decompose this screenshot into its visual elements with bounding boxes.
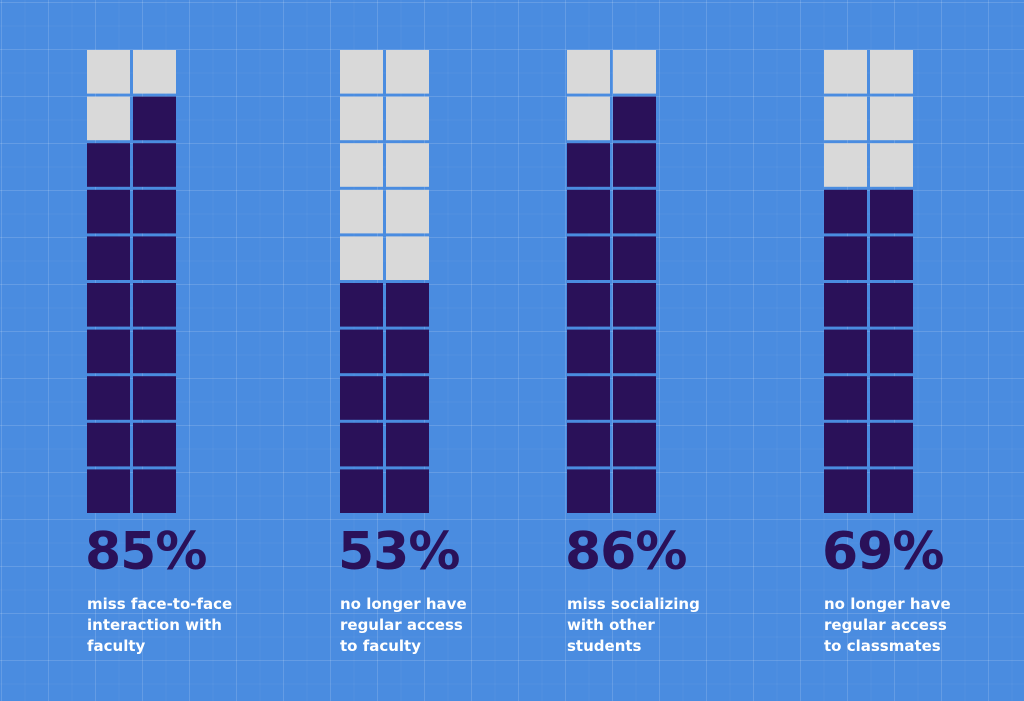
waffle-cell-filled bbox=[824, 236, 867, 280]
waffle-cell-filled bbox=[870, 376, 913, 420]
stat-caption: miss face-to-face interaction with facul… bbox=[87, 595, 233, 655]
waffle-cell-filled bbox=[613, 143, 656, 187]
waffle-cell-filled bbox=[870, 236, 913, 280]
waffle-cell-empty bbox=[386, 96, 429, 141]
waffle-cell-filled bbox=[567, 283, 610, 327]
waffle-cell-filled bbox=[87, 469, 130, 513]
waffle-cell-filled bbox=[824, 376, 867, 420]
waffle-bar bbox=[87, 50, 176, 513]
waffle-cell-filled bbox=[386, 469, 429, 513]
waffle-cell-filled bbox=[824, 189, 867, 234]
waffle-bar bbox=[824, 50, 913, 513]
waffle-cell-empty bbox=[133, 50, 176, 94]
waffle-cell-filled bbox=[340, 469, 383, 513]
waffle-cell-filled bbox=[613, 283, 656, 327]
waffle-cell-empty bbox=[87, 96, 130, 141]
waffle-cell-filled bbox=[133, 96, 176, 141]
waffle-cell-filled bbox=[567, 469, 610, 513]
waffle-cell-filled bbox=[133, 143, 176, 187]
stat-column: 85% miss face-to-face interaction with f… bbox=[85, 50, 327, 655]
waffle-cell-filled bbox=[133, 422, 176, 467]
waffle-cell-filled bbox=[824, 422, 867, 467]
stat-caption: no longer have regular access to classma… bbox=[824, 595, 951, 655]
waffle-cell-filled bbox=[613, 469, 656, 513]
waffle-cell-filled bbox=[824, 283, 867, 327]
stat-column: 86% miss socializing with other students bbox=[565, 50, 807, 655]
waffle-bar bbox=[340, 50, 429, 513]
waffle-cell-filled bbox=[567, 422, 610, 467]
waffle-cell-empty bbox=[340, 96, 383, 141]
waffle-cell-filled bbox=[386, 422, 429, 467]
waffle-cell-filled bbox=[87, 422, 130, 467]
waffle-cell-filled bbox=[340, 422, 383, 467]
stat-percent: 85% bbox=[85, 522, 207, 582]
waffle-cell-empty bbox=[340, 50, 383, 94]
waffle-cell-filled bbox=[824, 469, 867, 513]
waffle-cell-empty bbox=[567, 50, 610, 94]
waffle-cell-filled bbox=[87, 236, 130, 280]
waffle-cell-empty bbox=[870, 96, 913, 141]
waffle-bar bbox=[567, 50, 656, 513]
waffle-cell-filled bbox=[133, 236, 176, 280]
waffle-cell-empty bbox=[567, 96, 610, 141]
waffle-cell-filled bbox=[87, 376, 130, 420]
waffle-cell-filled bbox=[87, 143, 130, 187]
waffle-cell-empty bbox=[87, 50, 130, 94]
waffle-cell-filled bbox=[133, 189, 176, 234]
stat-percent: 53% bbox=[338, 522, 460, 582]
waffle-cell-filled bbox=[613, 422, 656, 467]
waffle-cell-empty bbox=[340, 143, 383, 187]
waffle-cell-filled bbox=[133, 329, 176, 374]
waffle-cell-filled bbox=[870, 189, 913, 234]
waffle-cell-filled bbox=[567, 143, 610, 187]
waffle-cell-filled bbox=[340, 283, 383, 327]
waffle-cell-filled bbox=[567, 236, 610, 280]
waffle-cell-filled bbox=[386, 329, 429, 374]
waffle-cell-filled bbox=[567, 376, 610, 420]
waffle-cell-filled bbox=[870, 283, 913, 327]
waffle-cell-empty bbox=[870, 50, 913, 94]
waffle-cell-filled bbox=[87, 283, 130, 327]
waffle-cell-filled bbox=[133, 376, 176, 420]
stat-caption: no longer have regular access to faculty bbox=[340, 595, 467, 655]
waffle-cell-empty bbox=[613, 50, 656, 94]
waffle-cell-empty bbox=[340, 236, 383, 280]
waffle-cell-filled bbox=[87, 189, 130, 234]
waffle-cell-filled bbox=[870, 469, 913, 513]
waffle-cell-empty bbox=[386, 143, 429, 187]
waffle-cell-filled bbox=[87, 329, 130, 374]
waffle-cell-empty bbox=[386, 50, 429, 94]
waffle-cell-filled bbox=[824, 329, 867, 374]
waffle-cell-filled bbox=[613, 329, 656, 374]
waffle-cell-filled bbox=[386, 376, 429, 420]
waffle-cell-filled bbox=[870, 422, 913, 467]
waffle-cell-empty bbox=[340, 189, 383, 234]
waffle-cell-filled bbox=[613, 96, 656, 141]
stat-caption: miss socializing with other students bbox=[567, 595, 700, 655]
waffle-cell-filled bbox=[133, 283, 176, 327]
stat-column: 53% no longer have regular access to fac… bbox=[338, 50, 580, 655]
waffle-cell-empty bbox=[824, 50, 867, 94]
waffle-cell-filled bbox=[340, 329, 383, 374]
waffle-cell-empty bbox=[824, 143, 867, 187]
waffle-cell-filled bbox=[613, 236, 656, 280]
waffle-cell-filled bbox=[870, 329, 913, 374]
waffle-cell-empty bbox=[386, 236, 429, 280]
waffle-cell-empty bbox=[386, 189, 429, 234]
stat-percent: 69% bbox=[822, 522, 944, 582]
waffle-cell-empty bbox=[824, 96, 867, 141]
waffle-cell-filled bbox=[613, 376, 656, 420]
waffle-cell-filled bbox=[567, 189, 610, 234]
stat-percent: 86% bbox=[565, 522, 687, 582]
waffle-cell-filled bbox=[340, 376, 383, 420]
waffle-cell-filled bbox=[613, 189, 656, 234]
stat-column: 69% no longer have regular access to cla… bbox=[822, 50, 1024, 655]
waffle-cell-filled bbox=[133, 469, 176, 513]
waffle-cell-empty bbox=[870, 143, 913, 187]
waffle-cell-filled bbox=[386, 283, 429, 327]
waffle-cell-filled bbox=[567, 329, 610, 374]
